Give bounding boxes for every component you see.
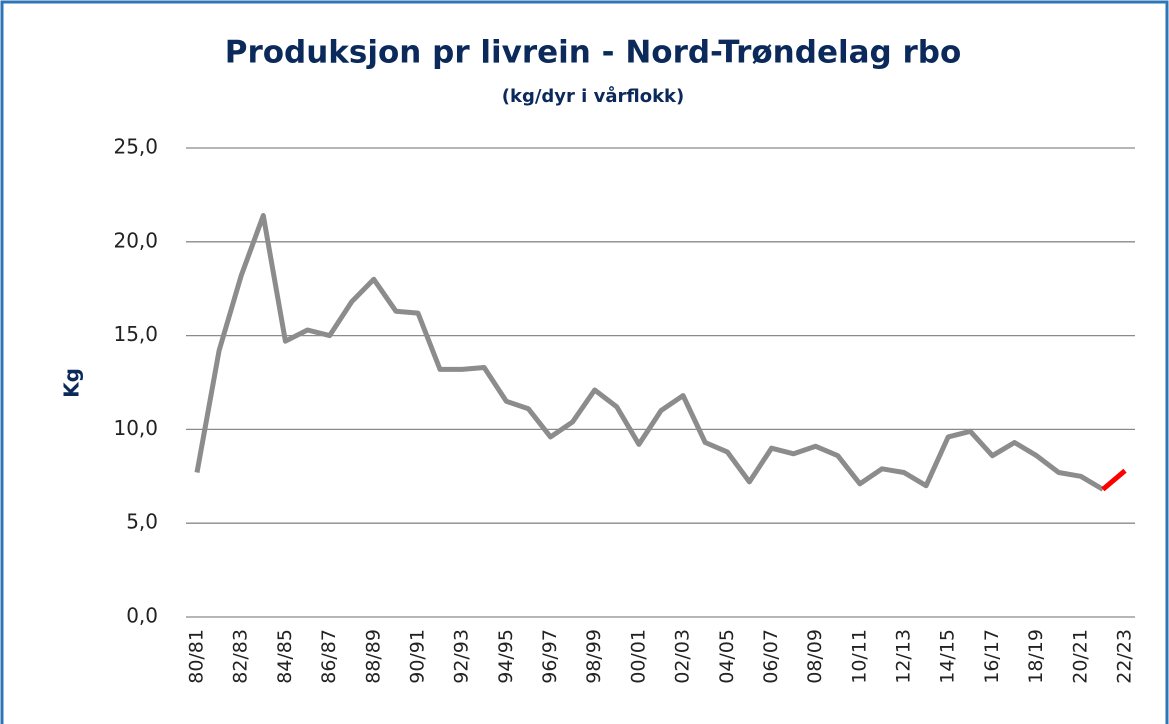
x-tick-label: 08/09: [804, 629, 826, 684]
x-tick-label: 00/01: [627, 629, 649, 684]
chart-title: Produksjon pr livrein - Nord-Trøndelag r…: [225, 35, 962, 71]
x-tick-label: 04/05: [716, 629, 738, 684]
x-tick-label: 22/23: [1114, 629, 1136, 684]
y-axis-label: Kg: [60, 368, 84, 398]
x-tick-label: 86/87: [318, 629, 340, 684]
x-tick-label: 96/97: [539, 629, 561, 684]
x-tick-label: 10/11: [848, 629, 870, 684]
x-tick-label: 02/03: [672, 629, 694, 684]
x-tick-label: 98/99: [583, 629, 605, 684]
y-tick-label: 10,0: [113, 416, 158, 440]
x-tick-label: 14/15: [937, 629, 959, 684]
x-tick-label: 80/81: [186, 629, 208, 684]
x-tick-label: 18/19: [1025, 629, 1047, 684]
x-tick-label: 84/85: [274, 629, 296, 684]
y-tick-label: 20,0: [113, 228, 158, 252]
x-tick-label: 94/95: [495, 629, 517, 684]
x-tick-label: 16/17: [981, 629, 1003, 684]
x-tick-label: 06/07: [760, 629, 782, 684]
x-tick-label: 90/91: [406, 629, 428, 684]
y-tick-label: 5,0: [126, 510, 158, 534]
x-tick-label: 20/21: [1069, 629, 1091, 684]
data-line: [1101, 468, 1127, 492]
y-tick-label: 15,0: [113, 322, 158, 346]
x-tick-label: 92/93: [451, 629, 473, 684]
x-tick-label: 82/83: [230, 629, 252, 684]
data-line: [194, 213, 1105, 492]
x-tick-label: 12/13: [893, 629, 915, 684]
chart-subtitle: (kg/dyr i vårflokk): [502, 85, 685, 107]
y-tick-label: 0,0: [126, 604, 158, 628]
y-tick-label: 25,0: [113, 135, 158, 159]
x-tick-label: 88/89: [362, 629, 384, 684]
